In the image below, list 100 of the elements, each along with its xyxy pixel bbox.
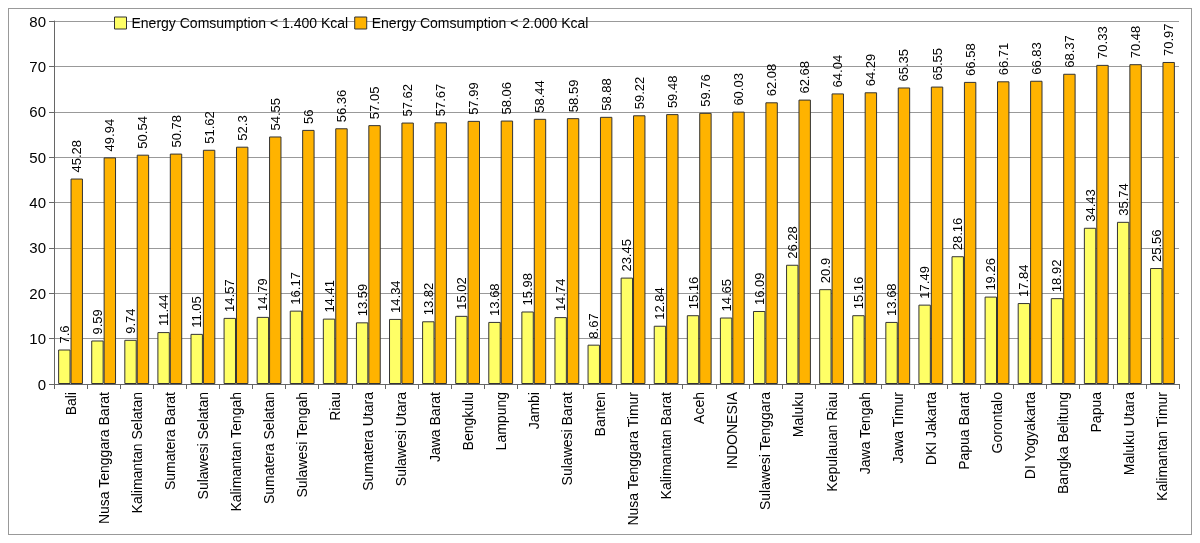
x-tick-label: DI Yogyakarta — [1022, 391, 1039, 480]
x-tick-label: Jawa Timur — [889, 391, 906, 464]
data-label: 66.71 — [995, 42, 1011, 76]
data-label: 18.92 — [1049, 259, 1065, 293]
data-label: 70.97 — [1161, 23, 1177, 56]
data-label: 62.68 — [797, 61, 813, 94]
data-label: 15.16 — [685, 276, 701, 310]
data-label: 14.65 — [718, 278, 734, 312]
data-label: 14.57 — [222, 279, 238, 312]
data-label: 17.84 — [1016, 264, 1032, 298]
y-tick-label: 80 — [29, 12, 46, 30]
data-label: 66.83 — [1028, 42, 1044, 75]
data-label: 11.05 — [189, 296, 205, 328]
x-tick-label: Jawa Barat — [426, 391, 443, 463]
data-label: 57.05 — [367, 86, 383, 120]
y-tick-label: 50 — [29, 148, 46, 166]
y-tick-label: 40 — [29, 194, 46, 211]
data-label: 59.48 — [664, 75, 680, 109]
data-label: 16.17 — [288, 272, 304, 305]
x-tick-label: Lampung — [492, 392, 509, 451]
x-tick-label: INDONESIA — [724, 391, 741, 470]
x-tick-label: Kalimantan Tengah — [227, 392, 244, 512]
data-label: 14.41 — [321, 280, 337, 313]
data-label: 49.94 — [102, 118, 118, 152]
data-label: 58.88 — [598, 78, 614, 111]
data-label: 20.9 — [817, 257, 833, 284]
data-label: 56 — [300, 109, 316, 124]
data-label: 62.08 — [764, 63, 780, 97]
data-label: 51.62 — [201, 111, 217, 144]
x-tick-label: Banten — [591, 392, 608, 437]
data-label: 50.54 — [135, 116, 151, 149]
data-label: 16.09 — [751, 272, 767, 305]
x-tick-label: Sulawesi Utara — [393, 391, 410, 487]
data-label: 9.74 — [123, 308, 139, 334]
legend-label: Energy Comsumption < 2.000 Kcal — [371, 15, 589, 31]
data-label: 11.44 — [156, 294, 172, 327]
x-tick-label: Sulawesi Tenggara — [757, 391, 774, 511]
data-label: 56.36 — [333, 89, 349, 123]
y-tick-label: 10 — [29, 330, 46, 348]
x-tick-label: Papua — [1088, 391, 1105, 433]
data-label: 58.06 — [499, 82, 515, 115]
data-label: 14.79 — [255, 278, 271, 311]
data-label: 13.59 — [354, 283, 370, 317]
data-label: 57.62 — [400, 84, 416, 117]
data-label: 35.74 — [1115, 183, 1131, 216]
y-tick-label: 60 — [29, 103, 46, 121]
y-tick-label: 20 — [29, 284, 46, 302]
data-label: 34.43 — [1082, 189, 1098, 222]
x-tick-label: Kalimantan Timur — [1154, 391, 1171, 501]
data-label: 70.33 — [1094, 26, 1110, 59]
x-tick-label: Sumatera Selatan — [261, 392, 278, 505]
x-tick-label: Sulawesi Tengah — [294, 392, 311, 498]
data-label: 13.68 — [884, 283, 900, 316]
data-label: 70.48 — [1128, 25, 1144, 59]
data-label: 64.04 — [830, 54, 846, 88]
data-label: 14.34 — [387, 280, 403, 313]
x-tick-label: Gorontalo — [989, 391, 1006, 454]
data-label: 28.16 — [950, 217, 966, 251]
x-tick-label: Jawa Tengah — [856, 392, 873, 475]
data-label: 57.99 — [466, 82, 482, 115]
x-tick-label: Sumatera Barat — [161, 391, 178, 491]
data-label: 54.55 — [267, 97, 283, 131]
y-tick-label: 70 — [29, 57, 46, 75]
data-label: 57.67 — [433, 83, 449, 117]
data-label: 65.35 — [896, 48, 912, 82]
data-label: 59.22 — [631, 76, 647, 110]
x-tick-label: Maluku — [790, 392, 807, 438]
data-label: 26.28 — [784, 226, 800, 259]
x-tick-label: Sulawesi Selatan — [194, 392, 211, 500]
data-label: 65.55 — [929, 48, 945, 81]
data-label: 13.82 — [420, 282, 436, 316]
data-label: 12.84 — [652, 287, 668, 320]
x-tick-label: Sumatera Utara — [360, 391, 377, 491]
x-tick-label: Sulawesi Barat — [558, 391, 575, 486]
data-label: 58.59 — [565, 79, 581, 113]
data-label: 15.16 — [850, 276, 866, 310]
data-label: 64.29 — [863, 53, 879, 87]
y-tick-label: 0 — [37, 375, 46, 393]
data-label: 15.02 — [453, 277, 469, 310]
data-label: 8.67 — [586, 313, 602, 339]
x-tick-label: Kepulauan Riau — [823, 392, 840, 492]
data-label: 25.56 — [1148, 229, 1164, 263]
data-label: 19.26 — [983, 258, 999, 291]
data-label: 7.6 — [56, 325, 72, 344]
data-label: 66.58 — [962, 43, 978, 76]
x-tick-label: Kalimantan Selatan — [128, 392, 145, 514]
x-tick-label: Bengkulu — [459, 392, 476, 451]
x-tick-label: Papua Barat — [955, 391, 972, 470]
data-label: 58.44 — [532, 80, 548, 113]
x-tick-label: Nusa Tenggara Timur — [625, 391, 642, 526]
x-tick-label: Aceh — [691, 392, 708, 424]
data-label: 14.74 — [553, 278, 569, 312]
data-label: 50.78 — [168, 115, 184, 148]
data-label: 17.49 — [917, 266, 933, 299]
x-tick-label: Kalimantan Barat — [658, 391, 675, 500]
data-label: 59.76 — [697, 74, 713, 107]
x-tick-label: Riau — [327, 392, 344, 421]
data-label: 9.59 — [89, 309, 105, 335]
data-label: 23.45 — [619, 239, 635, 272]
data-label: 68.37 — [1061, 35, 1077, 68]
